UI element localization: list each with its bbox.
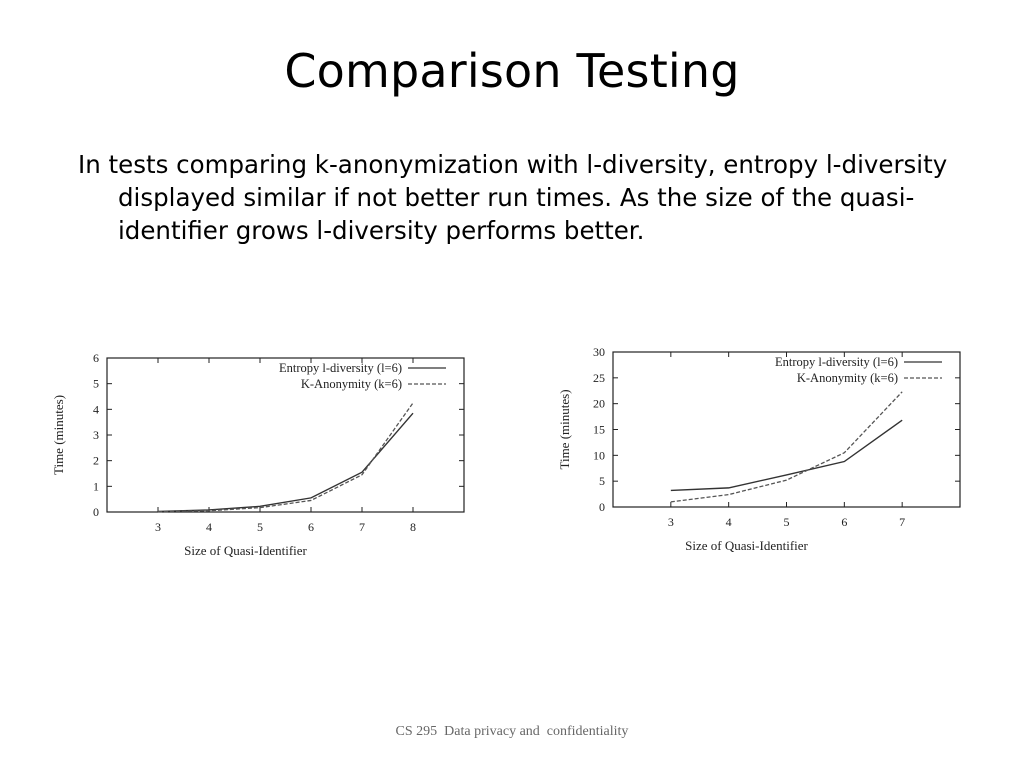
y-tick-label: 3 xyxy=(93,428,99,442)
y-tick-label: 2 xyxy=(93,454,99,468)
legend-label: Entropy l-diversity (l=6) xyxy=(775,355,898,369)
x-tick-label: 8 xyxy=(410,520,416,534)
y-tick-label: 25 xyxy=(593,371,605,385)
series-line-1 xyxy=(157,412,414,513)
y-tick-label: 1 xyxy=(93,479,99,493)
slide-title: Comparison Testing xyxy=(284,44,740,98)
chart-right: 0 5 10 15 20 25 30 3 4 5 6 7 Size of Quasi-Identifie… xyxy=(557,345,961,553)
chart-left: 0 1 2 3 4 5 6 3 4 5 6 7 8 Size of Quasi-Identifier Tim… xyxy=(51,351,465,558)
series-line-2 xyxy=(157,402,414,513)
y-tick-label: 0 xyxy=(93,505,99,519)
x-tick-label: 3 xyxy=(668,515,674,529)
y-tick-label: 4 xyxy=(93,402,99,416)
legend-label: Entropy l-diversity (l=6) xyxy=(279,361,402,375)
x-tick-label: 6 xyxy=(841,515,847,529)
x-tick-label: 7 xyxy=(359,520,365,534)
x-axis-label: Size of Quasi-Identifier xyxy=(184,543,307,558)
y-tick-label: 10 xyxy=(593,448,605,462)
y-axis-label: Time (minutes) xyxy=(557,389,572,469)
x-tick-label: 6 xyxy=(308,520,314,534)
x-axis-label: Size of Quasi-Identifier xyxy=(685,538,808,553)
y-tick-label: 0 xyxy=(599,500,605,514)
footer: CS 295 Data privacy and confidentiality xyxy=(395,724,629,739)
y-tick-label: 15 xyxy=(593,423,605,437)
plot-frame xyxy=(612,351,961,508)
plot-frame xyxy=(106,357,465,513)
series-line-2 xyxy=(670,391,903,503)
y-tick-label: 6 xyxy=(93,351,99,365)
y-tick-label: 5 xyxy=(93,377,99,391)
x-tick-label: 4 xyxy=(206,520,212,534)
x-tick-label: 3 xyxy=(155,520,161,534)
y-tick-label: 20 xyxy=(593,397,605,411)
legend-label: K-Anonymity (k=6) xyxy=(301,377,402,391)
x-tick-label: 5 xyxy=(257,520,263,534)
y-axis-label: Time (minutes) xyxy=(51,395,66,475)
x-tick-label: 7 xyxy=(899,515,905,529)
x-tick-label: 4 xyxy=(726,515,732,529)
legend-label: K-Anonymity (k=6) xyxy=(797,371,898,385)
y-tick-label: 5 xyxy=(599,474,605,488)
y-tick-label: 30 xyxy=(593,345,605,359)
series-line-1 xyxy=(670,419,903,492)
x-tick-label: 5 xyxy=(784,515,790,529)
body-paragraph: In tests comparing k-anonymization with … xyxy=(78,150,948,245)
